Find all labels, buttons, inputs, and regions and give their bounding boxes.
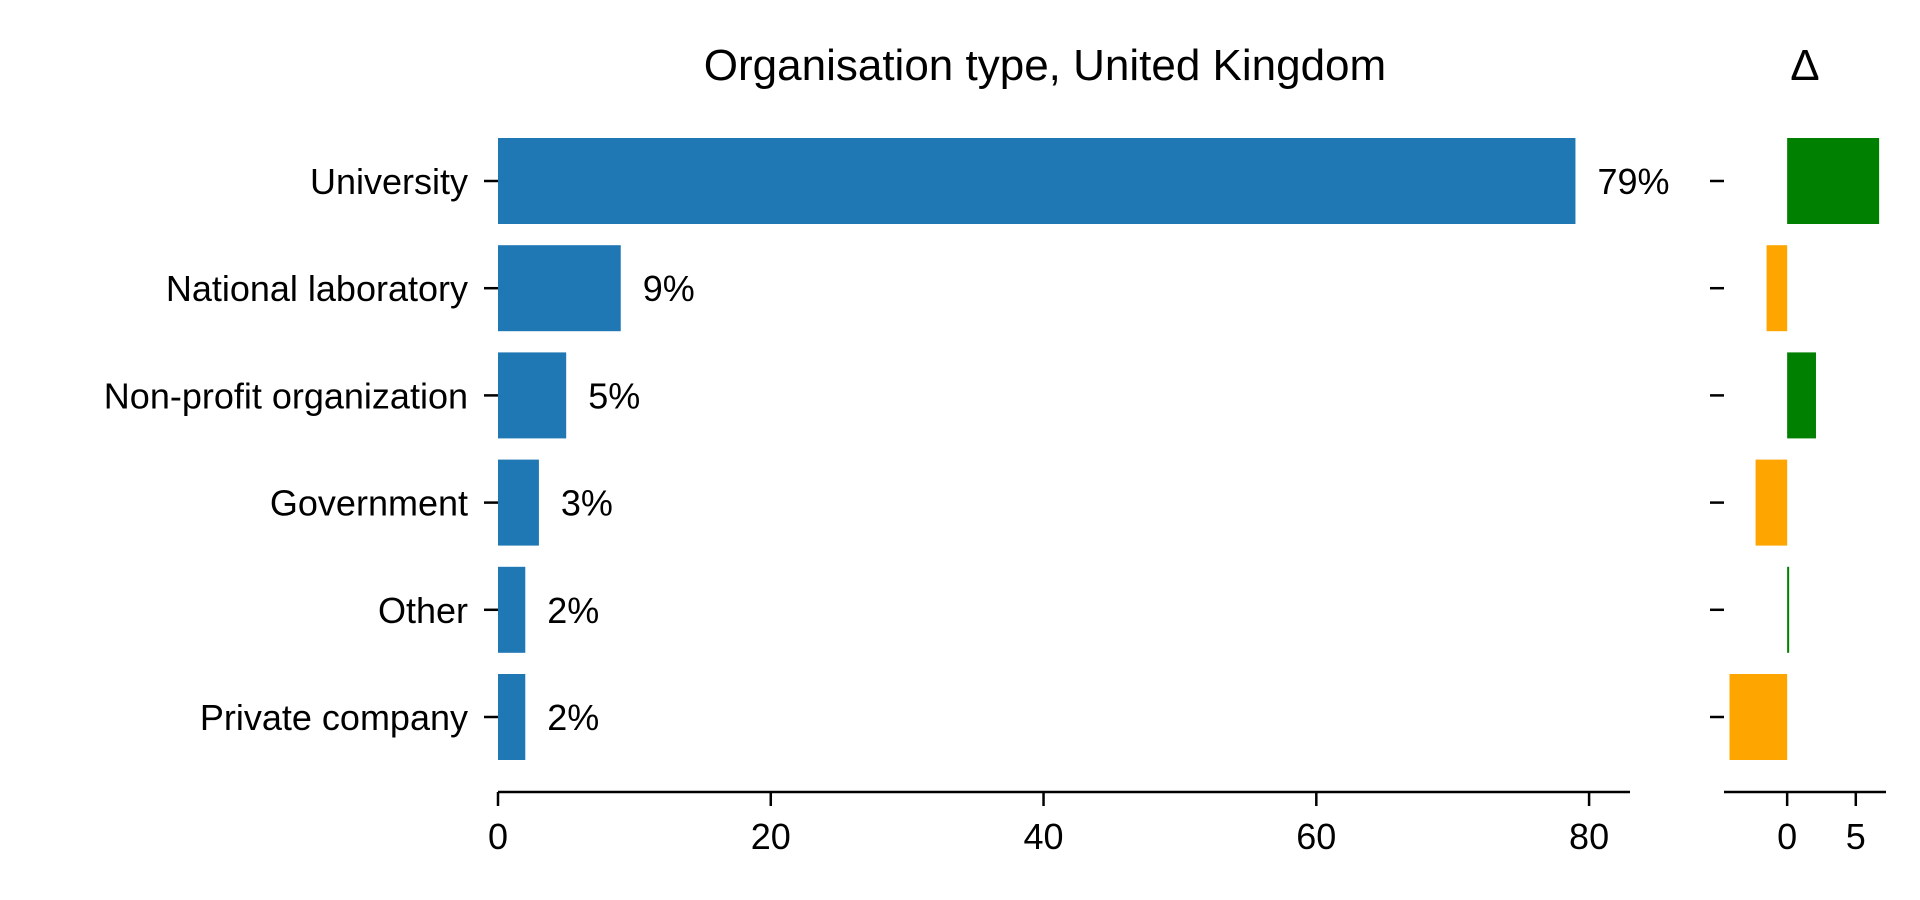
- bar-0: [498, 138, 1576, 224]
- data-label-3: 3%: [561, 483, 613, 524]
- bar-5: [498, 674, 526, 760]
- bar-2: [498, 352, 567, 439]
- data-label-1: 9%: [643, 268, 695, 309]
- x-tick-label-0: 0: [488, 816, 508, 857]
- delta-bar-5: [1729, 674, 1788, 760]
- category-label-0: University: [310, 161, 468, 202]
- chart-title: Organisation type, United Kingdom: [704, 41, 1386, 90]
- data-label-2: 5%: [588, 375, 640, 416]
- delta-bar-1: [1766, 245, 1788, 332]
- category-label-3: Government: [270, 483, 468, 524]
- data-label-0: 79%: [1597, 161, 1669, 202]
- category-label-4: Other: [378, 590, 468, 631]
- x-tick-label-2: 40: [1024, 816, 1064, 857]
- category-label-2: Non-profit organization: [104, 375, 468, 416]
- data-label-4: 2%: [547, 590, 599, 631]
- delta-x-tick-label-0: 0: [1777, 816, 1797, 857]
- delta-bar-2: [1787, 352, 1816, 439]
- bar-4: [498, 566, 526, 653]
- x-tick-label-4: 80: [1569, 816, 1609, 857]
- x-tick-label-1: 20: [751, 816, 791, 857]
- category-label-5: Private company: [200, 697, 468, 738]
- delta-x-tick-label-1: 5: [1846, 816, 1866, 857]
- x-tick-label-3: 60: [1296, 816, 1336, 857]
- delta-bar-0: [1787, 138, 1880, 224]
- delta-bar-3: [1755, 459, 1788, 546]
- delta-title: Δ: [1790, 41, 1819, 90]
- bar-3: [498, 459, 539, 546]
- delta-bar-4: [1787, 566, 1790, 653]
- data-label-5: 2%: [547, 697, 599, 738]
- category-label-1: National laboratory: [166, 268, 468, 309]
- bar-1: [498, 245, 621, 332]
